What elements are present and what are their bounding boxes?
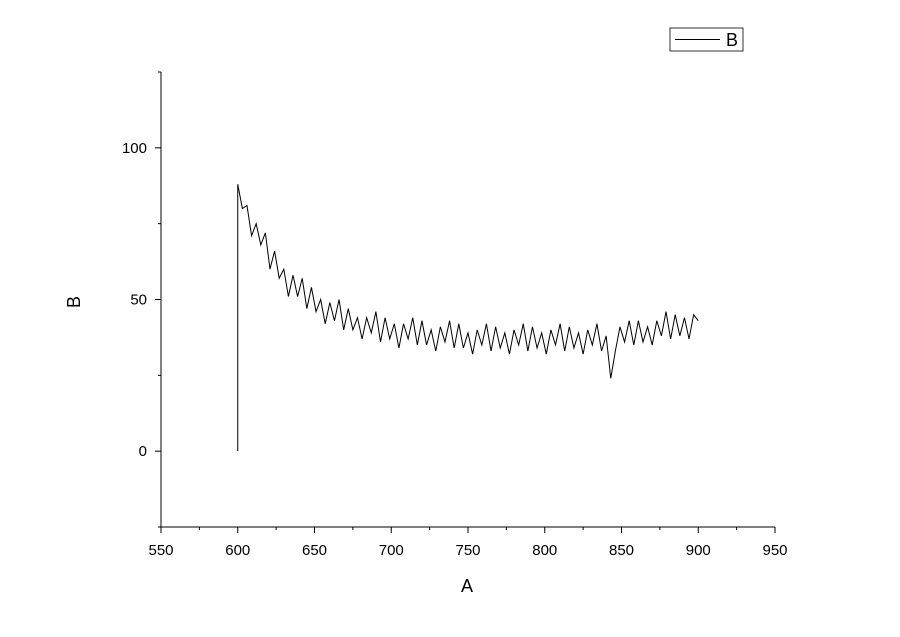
y-tick-label: 100 — [122, 140, 147, 157]
x-tick-label: 950 — [762, 542, 787, 559]
x-tick-label: 600 — [225, 542, 250, 559]
x-tick-label: 700 — [379, 542, 404, 559]
x-tick-label: 550 — [148, 542, 173, 559]
y-axis-label: B — [64, 296, 84, 308]
y-tick-label: 0 — [139, 443, 147, 460]
x-tick-label: 850 — [609, 542, 634, 559]
x-tick-label: 900 — [686, 542, 711, 559]
x-axis-label: A — [461, 576, 473, 596]
legend-label: B — [726, 30, 738, 50]
data-line — [237, 184, 699, 452]
y-tick-label: 50 — [130, 292, 147, 309]
x-tick-label: 750 — [455, 542, 480, 559]
x-tick-label: 800 — [532, 542, 557, 559]
x-tick-label: 650 — [302, 542, 327, 559]
